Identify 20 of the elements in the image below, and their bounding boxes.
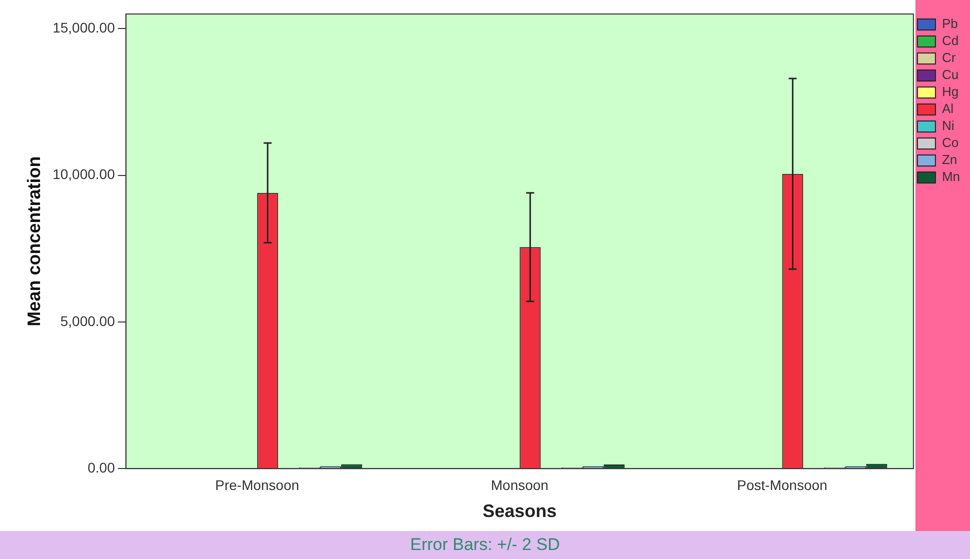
legend-label: Cu xyxy=(942,67,959,82)
x-tick-label: Monsoon xyxy=(490,476,548,493)
y-tick-label: 5,000.00 xyxy=(60,312,116,329)
text: Error Bars: +/- 2 SD xyxy=(0,531,970,559)
y-tick-label: 10,000.00 xyxy=(52,166,116,182)
legend-label: Cd xyxy=(942,33,959,48)
legend-label: Al xyxy=(942,101,954,116)
y-tick-label: 15,000.00 xyxy=(52,20,116,36)
legend-label: Pb xyxy=(942,16,958,32)
legend-label: Zn xyxy=(942,152,958,168)
legend-label: Hg xyxy=(942,84,959,100)
x-tick-label: Pre-Monsoon xyxy=(215,476,300,493)
legend-label: Co xyxy=(942,135,959,150)
y-axis-title: Mean concentration xyxy=(24,156,44,326)
x-axis-title: Seasons xyxy=(482,501,557,522)
y-tick-label: 0.00 xyxy=(88,459,116,476)
x-tick-label: Post-Monsoon xyxy=(737,476,828,493)
legend-label: Ni xyxy=(942,118,954,134)
legend-label: Cr xyxy=(942,50,956,66)
legend-label: Mn xyxy=(942,169,960,184)
